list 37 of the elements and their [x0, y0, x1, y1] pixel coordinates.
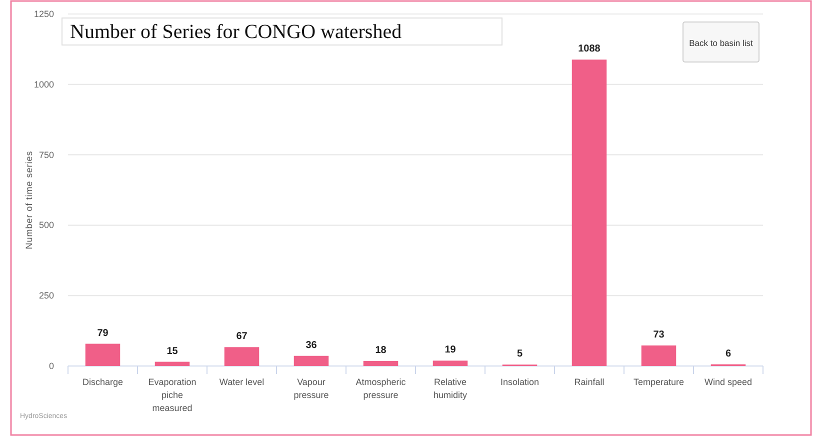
- annotation: Back to basin list: [689, 38, 754, 48]
- data-label: 15: [166, 346, 178, 357]
- x-tick-label: Rainfall: [574, 377, 604, 387]
- data-label: 1088: [578, 44, 601, 55]
- x-tick-label: Relative humidity: [433, 377, 468, 400]
- data-label: 73: [653, 329, 665, 340]
- bar: [224, 347, 260, 366]
- bar: [641, 345, 676, 366]
- y-tick-label: 1250: [34, 9, 54, 19]
- y-tick-label: 750: [38, 150, 54, 160]
- y-tick-label: 0: [48, 361, 54, 371]
- data-label: 67: [236, 331, 248, 342]
- bar: [572, 60, 607, 366]
- y-tick-label: 500: [38, 220, 54, 230]
- x-tick-label: Evaporation piche measured: [148, 377, 196, 413]
- x-tick-label: Insolation: [500, 377, 540, 387]
- bar: [154, 362, 190, 366]
- x-tick-label: Wind speed: [704, 377, 752, 387]
- data-label: 6: [725, 348, 732, 360]
- data-label: 36: [306, 340, 318, 351]
- data-label: 19: [444, 344, 456, 356]
- y-tick-label: 250: [38, 290, 54, 301]
- x-tick-label: Discharge: [82, 377, 124, 387]
- x-tick-label: Water level: [219, 377, 264, 387]
- y-tick-label: 1000: [34, 79, 54, 90]
- bar: [363, 360, 398, 366]
- y-axis-title: Number of time series: [24, 150, 34, 250]
- chart-title: Number of Series for CONGO watershed: [70, 21, 402, 43]
- bar: [294, 356, 329, 366]
- data-label: 5: [516, 348, 523, 360]
- x-tick-label: Temperature: [633, 377, 684, 387]
- bar: [432, 360, 468, 366]
- data-label: 79: [97, 328, 109, 339]
- data-label: 18: [375, 344, 387, 356]
- bar: [85, 344, 120, 366]
- x-tick-label: Atmospheric pressure: [356, 377, 406, 400]
- x-tick-label: Vapour pressure: [294, 377, 329, 400]
